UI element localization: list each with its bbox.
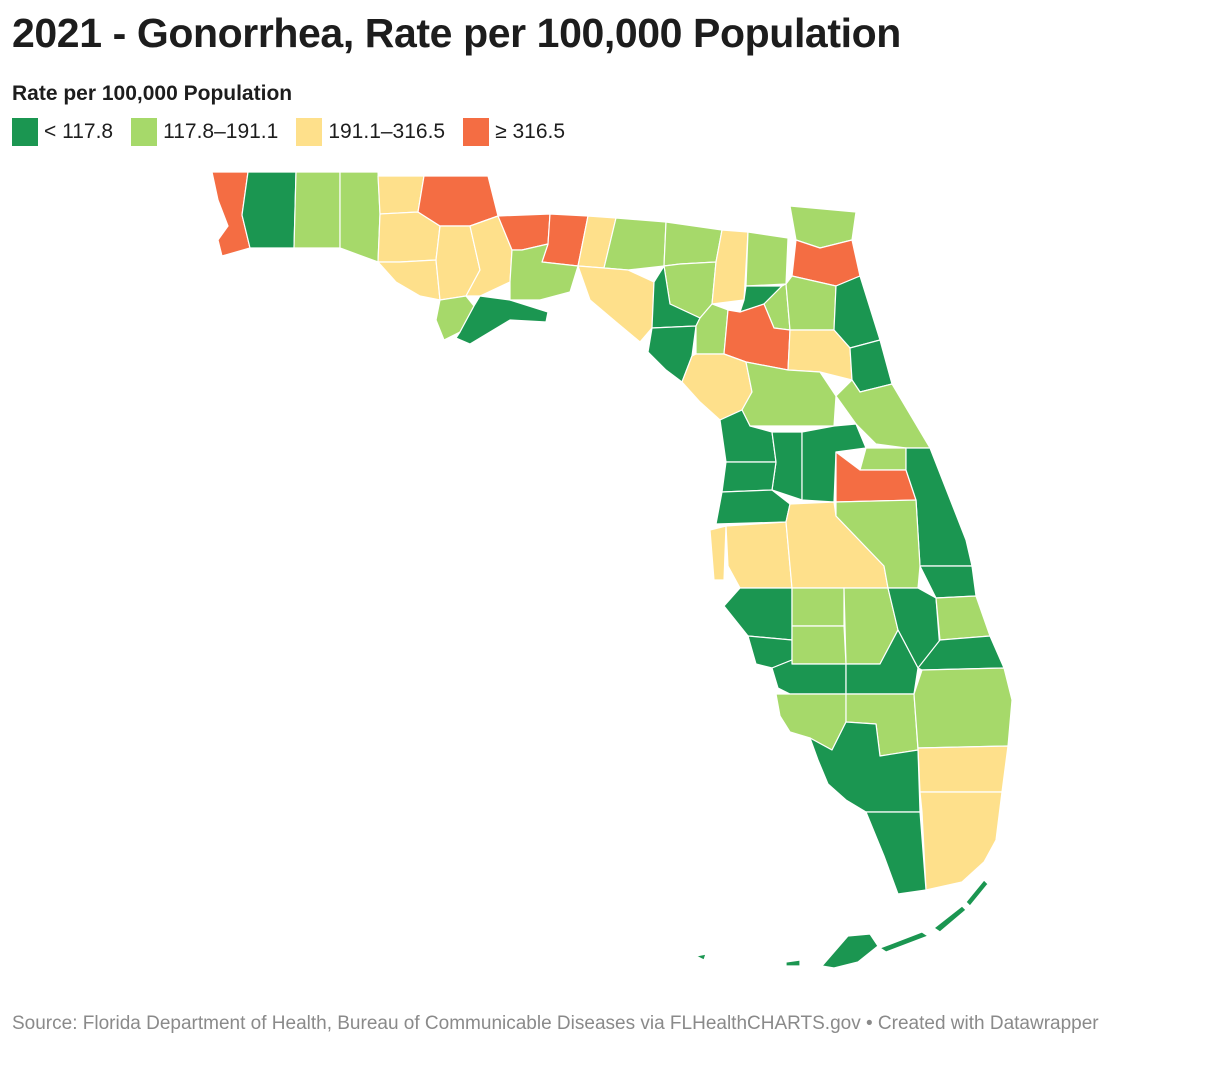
county-wakulla[interactable]	[509, 243, 579, 301]
source-note: Source: Florida Department of Health, Bu…	[12, 1013, 1099, 1034]
county-manatee[interactable]	[723, 587, 793, 641]
county-bay[interactable]	[377, 259, 441, 301]
county-desoto[interactable]	[791, 625, 847, 665]
legend-item-class-4: ≥ 316.5	[463, 118, 565, 146]
legend-label-class-1: < 117.8	[44, 120, 114, 143]
county-hillsborough[interactable]	[725, 521, 793, 589]
county-broward[interactable]	[917, 745, 1009, 793]
county-clay[interactable]	[785, 275, 837, 331]
county-monroe-mainland[interactable]	[865, 811, 927, 895]
legend-item-class-2: 117.8–191.1	[131, 118, 278, 146]
county-pasco[interactable]	[715, 489, 791, 525]
county-okaloosa[interactable]	[293, 171, 341, 249]
legend-item-class-1: < 117.8	[12, 118, 113, 146]
county-jackson[interactable]	[417, 175, 499, 227]
county-palm-beach[interactable]	[913, 667, 1013, 749]
county-st-lucie[interactable]	[935, 595, 991, 641]
county-hamilton[interactable]	[663, 221, 723, 267]
county-walton[interactable]	[339, 171, 381, 263]
legend-swatch-class-4	[463, 118, 490, 146]
county-sumter[interactable]	[771, 431, 803, 501]
county-taylor[interactable]	[577, 265, 655, 343]
county-lake[interactable]	[801, 423, 867, 503]
county-hernando[interactable]	[721, 461, 777, 493]
legend-item-class-3: 191.1–316.5	[296, 118, 445, 146]
county-columbia[interactable]	[711, 229, 749, 305]
county-seminole[interactable]	[859, 447, 907, 471]
legend-label-class-3: 191.1–316.5	[328, 120, 446, 143]
county-miami-dade[interactable]	[919, 791, 1003, 891]
county-flagler[interactable]	[849, 339, 893, 393]
legend: < 117.8 117.8–191.1 191.1–316.5 ≥ 316.5	[12, 118, 583, 146]
county-santa-rosa[interactable]	[241, 171, 297, 249]
legend-swatch-class-3	[296, 118, 323, 146]
county-pinellas[interactable]	[709, 525, 727, 581]
legend-swatch-class-1	[12, 118, 38, 146]
county-hardee[interactable]	[791, 587, 845, 627]
legend-title: Rate per 100,000 Population	[12, 82, 293, 105]
county-franklin[interactable]	[455, 295, 549, 345]
county-holmes[interactable]	[377, 175, 425, 215]
county-madison[interactable]	[603, 217, 667, 271]
legend-swatch-class-2	[131, 118, 158, 146]
county-monroe-keys[interactable]	[695, 879, 989, 969]
county-baker[interactable]	[745, 231, 789, 287]
county-charlotte[interactable]	[771, 659, 847, 695]
legend-label-class-4: ≥ 316.5	[495, 120, 566, 143]
legend-label-class-2: 117.8–191.1	[163, 120, 279, 143]
chart-title: 2021 - Gonorrhea, Rate per 100,000 Popul…	[12, 10, 901, 56]
florida-county-map	[211, 171, 1013, 969]
